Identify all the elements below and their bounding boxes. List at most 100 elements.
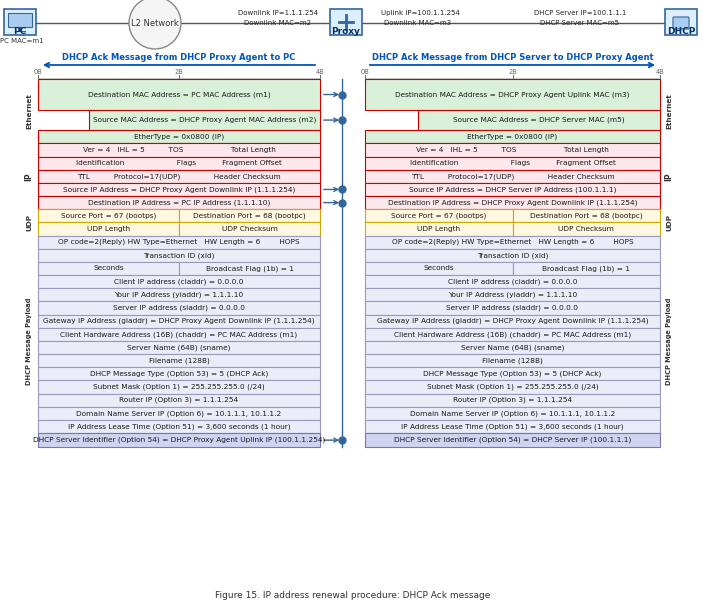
Text: DHCP Message Type (Option 53) = 5 (DHCP Ack): DHCP Message Type (Option 53) = 5 (DHCP … xyxy=(424,371,602,377)
Text: Destination Port = 68 (bootpc): Destination Port = 68 (bootpc) xyxy=(530,213,642,219)
Text: DHCP Ack Message from DHCP Proxy Agent to PC: DHCP Ack Message from DHCP Proxy Agent t… xyxy=(62,54,296,63)
Bar xyxy=(365,157,660,170)
Bar xyxy=(38,302,320,315)
Text: 4B: 4B xyxy=(316,69,324,75)
Bar xyxy=(38,341,320,354)
Text: OP code=2(Reply) HW Type=Ethernet   HW Length = 6        HOPS: OP code=2(Reply) HW Type=Ethernet HW Len… xyxy=(392,239,633,246)
Text: Server Name (64B) (sname): Server Name (64B) (sname) xyxy=(461,344,564,351)
Bar xyxy=(365,367,660,380)
Bar xyxy=(513,209,660,222)
Text: 4B: 4B xyxy=(656,69,664,75)
Text: EtherType = 0x0800 (IP): EtherType = 0x0800 (IP) xyxy=(467,134,558,140)
Bar xyxy=(365,170,660,183)
Text: UDP: UDP xyxy=(26,214,32,231)
Text: EtherType = 0x0800 (IP): EtherType = 0x0800 (IP) xyxy=(134,134,224,140)
Bar xyxy=(365,196,660,209)
Bar xyxy=(365,209,513,222)
Bar xyxy=(365,183,660,196)
Text: Source Port = 67 (bootps): Source Port = 67 (bootps) xyxy=(61,213,156,219)
Text: 2B: 2B xyxy=(508,69,517,75)
Text: DHCP Server Identifier (Option 54) = DHCP Proxy Agent Uplink IP (100.1.1.254): DHCP Server Identifier (Option 54) = DHC… xyxy=(32,437,325,444)
Text: Client IP address (ciaddr) = 0.0.0.0: Client IP address (ciaddr) = 0.0.0.0 xyxy=(114,278,244,285)
Bar xyxy=(365,288,660,302)
Bar xyxy=(38,170,320,183)
Text: Transaction ID (xid): Transaction ID (xid) xyxy=(477,252,549,259)
Bar xyxy=(418,110,660,130)
Text: Identification                      Flags           Fragment Offset: Identification Flags Fragment Offset xyxy=(409,160,616,166)
Text: Server Name (64B) (sname): Server Name (64B) (sname) xyxy=(127,344,231,351)
Text: Seconds: Seconds xyxy=(424,265,454,272)
Bar xyxy=(365,130,660,143)
Text: Gateway IP Address (giaddr) = DHCP Proxy Agent Downlink IP (1.1.1.254): Gateway IP Address (giaddr) = DHCP Proxy… xyxy=(377,318,648,324)
Text: PC MAC=m1: PC MAC=m1 xyxy=(0,38,44,44)
Bar xyxy=(38,143,320,157)
Text: Downlink IP=1.1.1.254: Downlink IP=1.1.1.254 xyxy=(238,10,318,16)
Text: Source MAC Address = DHCP Server MAC (m5): Source MAC Address = DHCP Server MAC (m5… xyxy=(453,117,625,123)
FancyBboxPatch shape xyxy=(673,17,689,29)
Text: IP: IP xyxy=(25,172,33,181)
Bar xyxy=(38,275,320,288)
Text: DHCP Server Identifier (Option 54) = DHCP Server IP (100.1.1.1): DHCP Server Identifier (Option 54) = DHC… xyxy=(394,437,631,444)
Text: DHCP Ack Message from DHCP Server to DHCP Proxy Agent: DHCP Ack Message from DHCP Server to DHC… xyxy=(371,54,653,63)
Bar xyxy=(89,110,320,130)
Text: Seconds: Seconds xyxy=(93,265,124,272)
Text: Destination MAC Address = DHCP Proxy Agent Uplink MAC (m3): Destination MAC Address = DHCP Proxy Age… xyxy=(395,92,630,98)
Text: Destination IP Address = DHCP Proxy Agent Downlink IP (1.1.1.254): Destination IP Address = DHCP Proxy Agen… xyxy=(388,199,638,206)
Bar xyxy=(365,327,660,341)
Bar xyxy=(38,394,320,407)
Text: Downlink MAC=m2: Downlink MAC=m2 xyxy=(244,20,311,26)
Bar xyxy=(4,9,36,35)
Text: Figure 15. IP address renewal procedure: DHCP Ack message: Figure 15. IP address renewal procedure:… xyxy=(215,591,491,600)
Bar xyxy=(38,262,179,275)
Bar xyxy=(365,420,660,433)
Text: Server IP address (siaddr) = 0.0.0.0: Server IP address (siaddr) = 0.0.0.0 xyxy=(446,305,578,311)
Text: Uplink IP=100.1.1.254: Uplink IP=100.1.1.254 xyxy=(381,10,460,16)
Bar xyxy=(179,209,320,222)
Bar xyxy=(38,407,320,420)
Text: Transaction ID (xid): Transaction ID (xid) xyxy=(143,252,215,259)
Text: Domain Name Server IP (Option 6) = 10.1.1.1, 10.1.1.2: Domain Name Server IP (Option 6) = 10.1.… xyxy=(410,410,615,417)
Bar xyxy=(38,288,320,302)
Text: DHCP Message Payload: DHCP Message Payload xyxy=(666,297,672,385)
Text: Ethernet: Ethernet xyxy=(666,93,672,129)
Text: IP Address Lease Time (Option 51) = 3,600 seconds (1 hour): IP Address Lease Time (Option 51) = 3,60… xyxy=(401,423,624,430)
Bar xyxy=(365,275,660,288)
Bar xyxy=(38,380,320,394)
Bar xyxy=(665,9,697,35)
Bar xyxy=(365,222,513,235)
Bar xyxy=(365,262,513,275)
Text: 0B: 0B xyxy=(34,69,42,75)
Text: Your IP Address (yiaddr) = 1.1.1.10: Your IP Address (yiaddr) = 1.1.1.10 xyxy=(114,291,244,298)
Bar xyxy=(365,354,660,367)
Bar xyxy=(38,420,320,433)
Bar xyxy=(38,354,320,367)
Text: UDP Length: UDP Length xyxy=(417,226,460,232)
Text: L2 Network: L2 Network xyxy=(131,19,179,28)
Bar xyxy=(330,9,362,35)
Bar xyxy=(38,222,179,235)
Text: Ver = 4   IHL = 5          TOS                    Total Length: Ver = 4 IHL = 5 TOS Total Length xyxy=(416,147,609,153)
Bar xyxy=(179,262,320,275)
Text: Filename (128B): Filename (128B) xyxy=(482,358,543,364)
Text: Source Port = 67 (bootps): Source Port = 67 (bootps) xyxy=(391,213,486,219)
Bar xyxy=(365,407,660,420)
Text: Subnet Mask (Option 1) = 255.255.255.0 (/24): Subnet Mask (Option 1) = 255.255.255.0 (… xyxy=(426,384,599,390)
Bar xyxy=(365,235,660,249)
Text: Client Hardware Address (16B) (chaddr) = PC MAC Address (m1): Client Hardware Address (16B) (chaddr) =… xyxy=(394,331,631,338)
Bar xyxy=(38,433,320,447)
Bar xyxy=(179,222,320,235)
Text: Your IP Address (yiaddr) = 1.1.1.10: Your IP Address (yiaddr) = 1.1.1.10 xyxy=(448,291,577,298)
Text: IP: IP xyxy=(664,172,674,181)
Text: Destination MAC Address = PC MAC Address (m1): Destination MAC Address = PC MAC Address… xyxy=(88,92,270,98)
Text: UDP Length: UDP Length xyxy=(87,226,130,232)
Bar xyxy=(365,249,660,262)
Circle shape xyxy=(129,0,181,49)
Text: DHCP Server MAC=m5: DHCP Server MAC=m5 xyxy=(541,20,619,26)
Text: Gateway IP Address (giaddr) = DHCP Proxy Agent Downlink IP (1.1.1.254): Gateway IP Address (giaddr) = DHCP Proxy… xyxy=(43,318,315,324)
Bar xyxy=(365,315,660,327)
Text: Identification                      Flags           Fragment Offset: Identification Flags Fragment Offset xyxy=(76,160,282,166)
Text: Source MAC Address = DHCP Proxy Agent MAC Address (m2): Source MAC Address = DHCP Proxy Agent MA… xyxy=(92,117,316,123)
Text: Downlink MAC=m3: Downlink MAC=m3 xyxy=(385,20,452,26)
Text: IP Address Lease Time (Option 51) = 3,600 seconds (1 hour): IP Address Lease Time (Option 51) = 3,60… xyxy=(68,423,290,430)
Bar xyxy=(38,209,179,222)
